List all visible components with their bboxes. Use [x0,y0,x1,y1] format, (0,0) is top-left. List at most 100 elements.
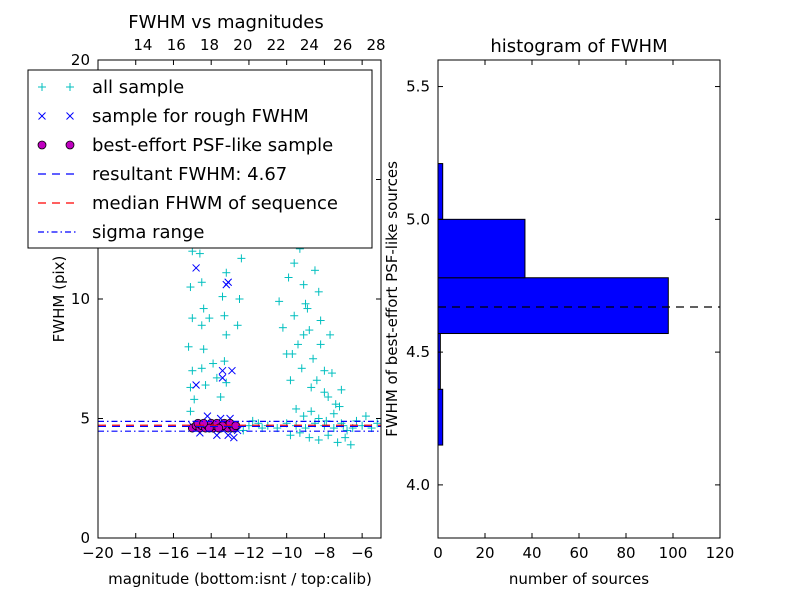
x-tick-label: −8 [313,544,335,562]
legend-entry: all sample [38,77,184,98]
point-plus [233,321,242,330]
legend-box [27,69,373,249]
point-plus [329,409,338,418]
x-tick-label: −6 [351,544,373,562]
point-x-b [192,381,200,389]
point-plus [239,426,248,435]
point-plus [284,273,293,282]
x-tick-label: 80 [616,544,635,562]
top-x-tick-label: 24 [300,36,319,54]
top-x-tick-label: 22 [267,36,286,54]
legend-entry: sample for rough FWHM [38,106,309,127]
point-plus [312,376,321,385]
point-plus [212,373,221,382]
point-plus [188,314,197,323]
point-plus [222,378,231,387]
legend-marker-circle-dot [65,140,75,150]
point-x [228,366,236,375]
point-plus [337,385,346,394]
point-plus [201,381,210,390]
right-bars-layer [437,163,669,446]
point-plus [220,357,229,366]
x-tick-label: 20 [475,544,494,562]
x-tick-label: −16 [158,544,190,562]
point-plus [220,311,229,320]
legend-label: all sample [92,77,184,98]
point-plus [305,433,314,442]
y-tick-label: 5 [80,410,90,428]
left-hlines-layer [98,420,381,432]
right-x-axis-label: number of sources [509,570,649,588]
point-x-b [222,280,231,289]
point-x [229,433,238,442]
point-plus [292,404,301,413]
point-plus [297,364,306,373]
point-x [192,264,200,272]
legend-label: best-effort PSF-like sample [92,135,333,156]
legend-marker-x-b [38,112,46,120]
point-plus [235,295,244,303]
histogram-bar [437,388,444,446]
legend-entry: best-effort PSF-like sample [37,135,333,156]
legend-entry: sigma range [38,222,204,243]
point-plus [310,266,319,275]
point-plus [216,392,225,401]
point-plus [186,283,195,292]
top-x-tick-label: 20 [233,36,252,54]
right-y-axis-label: FWHM of best-effort PSF-like sources [383,161,401,437]
point-plus [329,424,338,433]
legend-marker-x [66,112,74,120]
point-plus [290,259,299,268]
point-x-b [213,431,221,440]
point-x-b [192,264,200,272]
point-plus [293,340,302,349]
top-x-tick-label: 26 [333,36,352,54]
x-tick-label: −12 [233,544,265,562]
point-plus [199,345,208,354]
point-plus [326,330,335,339]
x-tick-label: 120 [706,544,735,562]
legend-entries: all sample sample for rough FWHM best-effo… [37,77,338,243]
point-x [213,431,221,440]
point-plus [278,323,287,332]
histogram-bar [437,218,526,279]
point-x-b [218,366,227,375]
legend-entry: median FHWM of sequence [38,193,338,214]
legend-label: sample for rough FWHM [92,106,309,127]
point-x-b [228,366,236,375]
point-plus [197,321,206,330]
point-plus [320,388,329,397]
y-tick-label: 5.5 [406,78,430,96]
point-plus [305,326,314,335]
point-plus [184,342,193,351]
x-tick-label: −18 [120,544,152,562]
legend-label: median FHWM of sequence [92,193,338,214]
point-plus [335,402,344,411]
point-x-b [233,426,242,435]
point-plus [237,254,246,263]
x-tick-label: −20 [82,544,114,562]
point-plus [205,314,214,323]
legend-marker-circle-dot [37,140,47,150]
point-plus [290,311,299,320]
y-tick-label: 5.0 [406,210,430,228]
y-tick-label: 4.5 [406,343,430,361]
point-plus [309,354,318,363]
legend-marker-x [38,112,46,120]
point-plus [199,304,208,313]
y-tick-label: 4.0 [406,476,430,494]
x-tick-label: 60 [569,544,588,562]
point-plus [314,436,323,445]
point-plus [341,433,350,442]
point-plus [320,366,329,375]
legend-label: sigma range [92,222,204,243]
x-tick-label: −14 [195,544,227,562]
top-x-tick-label: 16 [167,36,186,54]
point-plus [314,287,323,296]
x-tick-label: 40 [522,544,541,562]
point-plus [373,419,382,428]
point-x-b [218,374,227,382]
point-plus [343,426,352,435]
point-plus [299,330,308,339]
